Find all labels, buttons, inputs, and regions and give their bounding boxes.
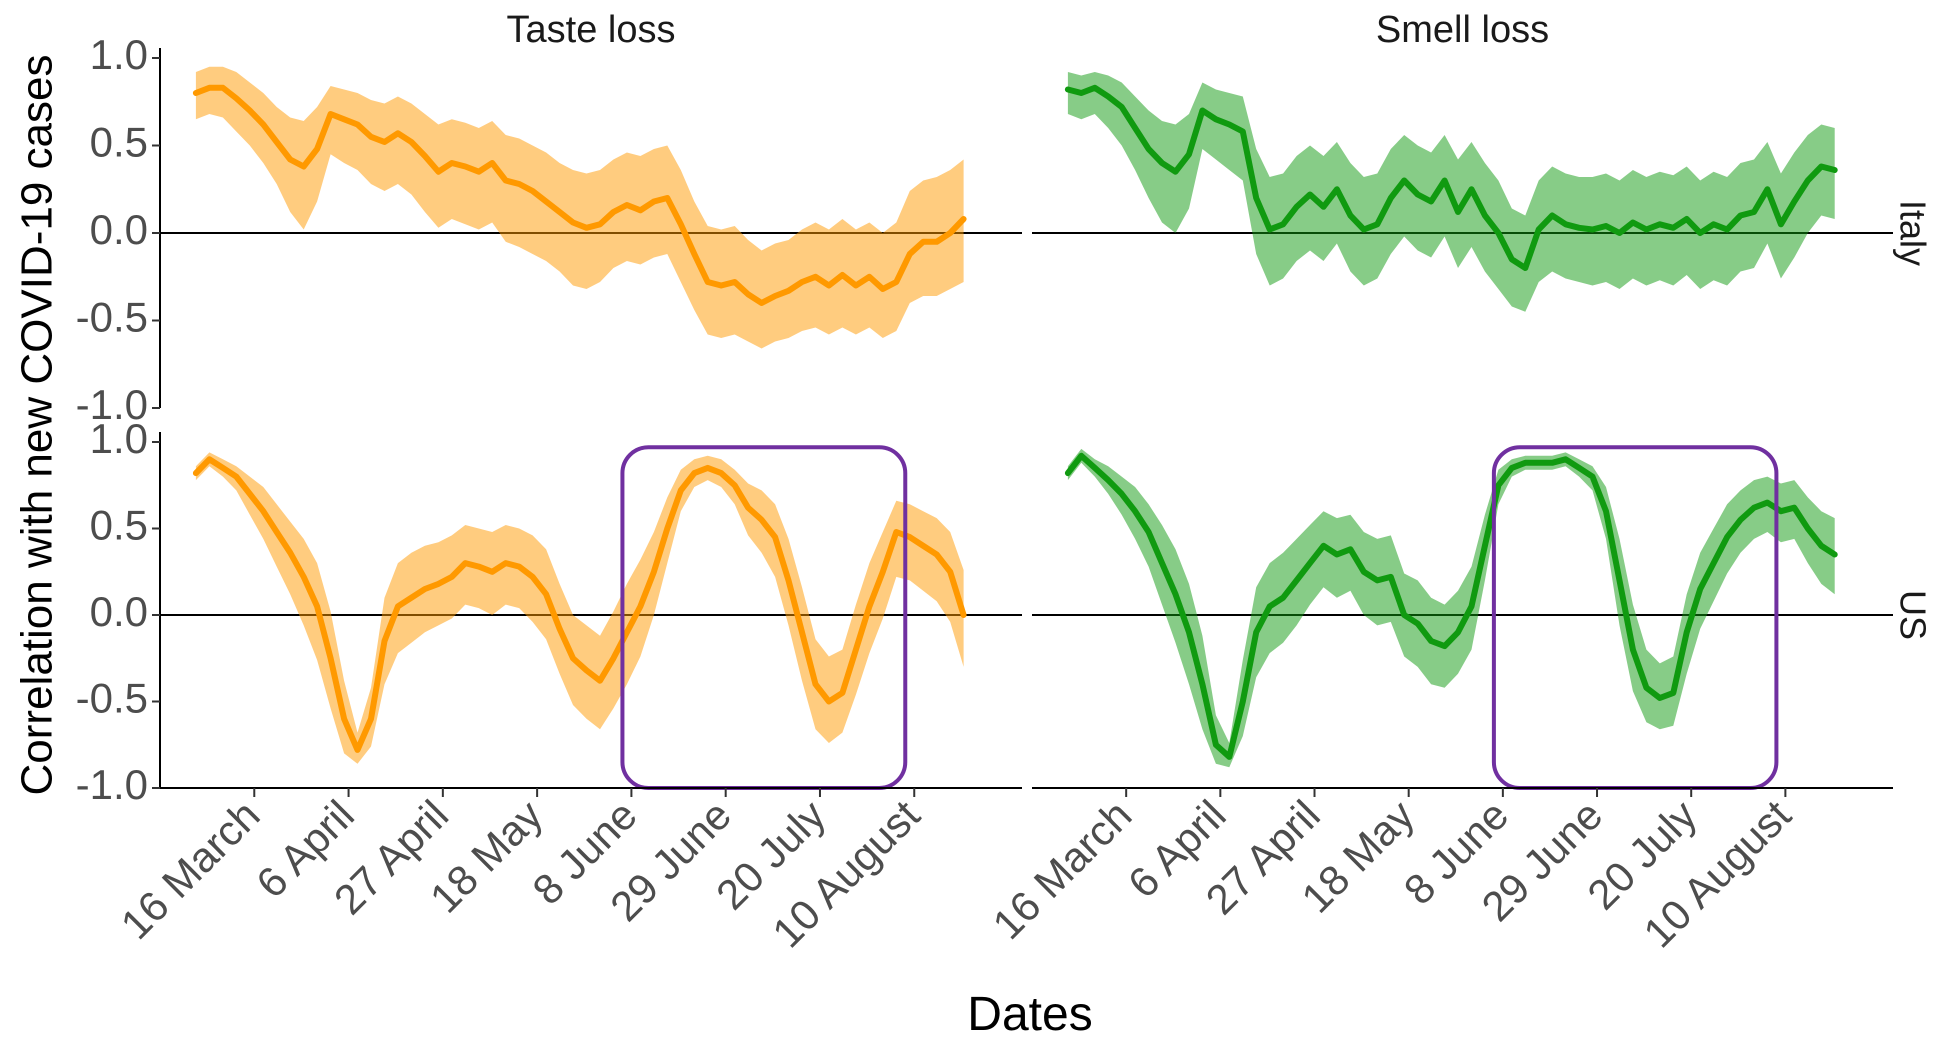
y-tick-label: 1.0 <box>90 415 148 462</box>
confidence-band <box>195 66 964 349</box>
y-tick-label: -0.5 <box>76 675 148 722</box>
series-line <box>1064 452 1838 760</box>
strip-label-us: US <box>1892 590 1933 640</box>
series-line <box>192 456 967 753</box>
series-line <box>1064 84 1838 271</box>
x-tick-label: 16 March <box>112 791 269 948</box>
y-tick-label: 0.0 <box>90 206 148 253</box>
x-tick-label: 16 March <box>984 791 1141 948</box>
strip-label-taste-loss: Taste loss <box>507 9 676 51</box>
strip-label-smell-loss: Smell loss <box>1376 9 1549 51</box>
y-axis-title: Correlation with new COVID-19 cases <box>13 55 62 796</box>
panel-taste-loss-italy <box>160 66 1022 349</box>
y-tick-label: -1.0 <box>76 761 148 808</box>
x-axis-title: Dates <box>967 988 1092 1041</box>
y-tick-label: 0.0 <box>90 588 148 635</box>
panel-smell-loss-us <box>1032 448 1893 768</box>
y-tick-label: 0.5 <box>90 502 148 549</box>
y-tick-label: 0.5 <box>90 119 148 166</box>
panel-smell-loss-italy <box>1032 72 1893 312</box>
panel-taste-loss-us <box>160 452 1022 764</box>
y-tick-label: -1.0 <box>76 381 148 428</box>
confidence-band <box>195 452 964 764</box>
confidence-band <box>1067 448 1835 768</box>
plot-layer: Taste loss Smell loss Italy US -1.0 -0.5 0.0 0.… <box>76 9 1934 956</box>
y-tick-label: 1.0 <box>90 31 148 78</box>
series-line <box>192 84 967 306</box>
y-tick-label: -0.5 <box>76 294 148 341</box>
strip-label-italy: Italy <box>1892 200 1933 266</box>
